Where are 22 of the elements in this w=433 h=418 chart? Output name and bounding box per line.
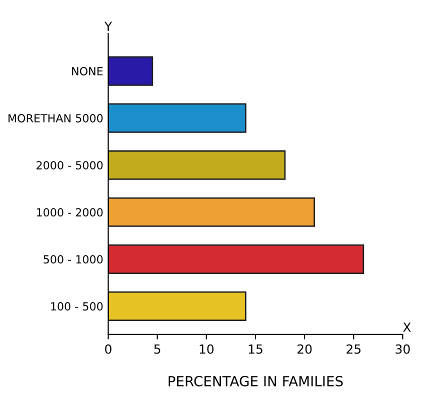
x-tick-label: 25 bbox=[346, 344, 360, 354]
y-tick-label: 500 - 1000 bbox=[44, 255, 103, 264]
y-tick-label: NONE bbox=[72, 67, 103, 76]
x-tick-label: 0 bbox=[105, 344, 112, 354]
x-tick-label: 5 bbox=[154, 344, 160, 354]
text: X bbox=[403, 322, 411, 332]
x-tick-label: 20 bbox=[298, 344, 312, 354]
bar bbox=[108, 56, 154, 86]
x-axis-title: PERCENTAGE IN FAMILIES bbox=[168, 376, 343, 386]
bar bbox=[108, 150, 286, 180]
bar bbox=[108, 103, 246, 133]
x-tick-label: 15 bbox=[248, 344, 262, 354]
bar bbox=[108, 291, 246, 321]
y-tick-label: 2000 - 5000 bbox=[36, 161, 103, 170]
x-tick-label: 30 bbox=[396, 344, 410, 354]
bar bbox=[108, 244, 364, 274]
y-axis-title: Y bbox=[104, 22, 112, 31]
bar bbox=[108, 197, 316, 227]
y-tick-label: MORETHAN 5000 bbox=[8, 114, 103, 122]
x-tick-label: 10 bbox=[200, 344, 214, 354]
y-tick-label: 1000 - 2000 bbox=[36, 208, 103, 217]
y-tick-label: 100 - 500 bbox=[51, 302, 103, 311]
